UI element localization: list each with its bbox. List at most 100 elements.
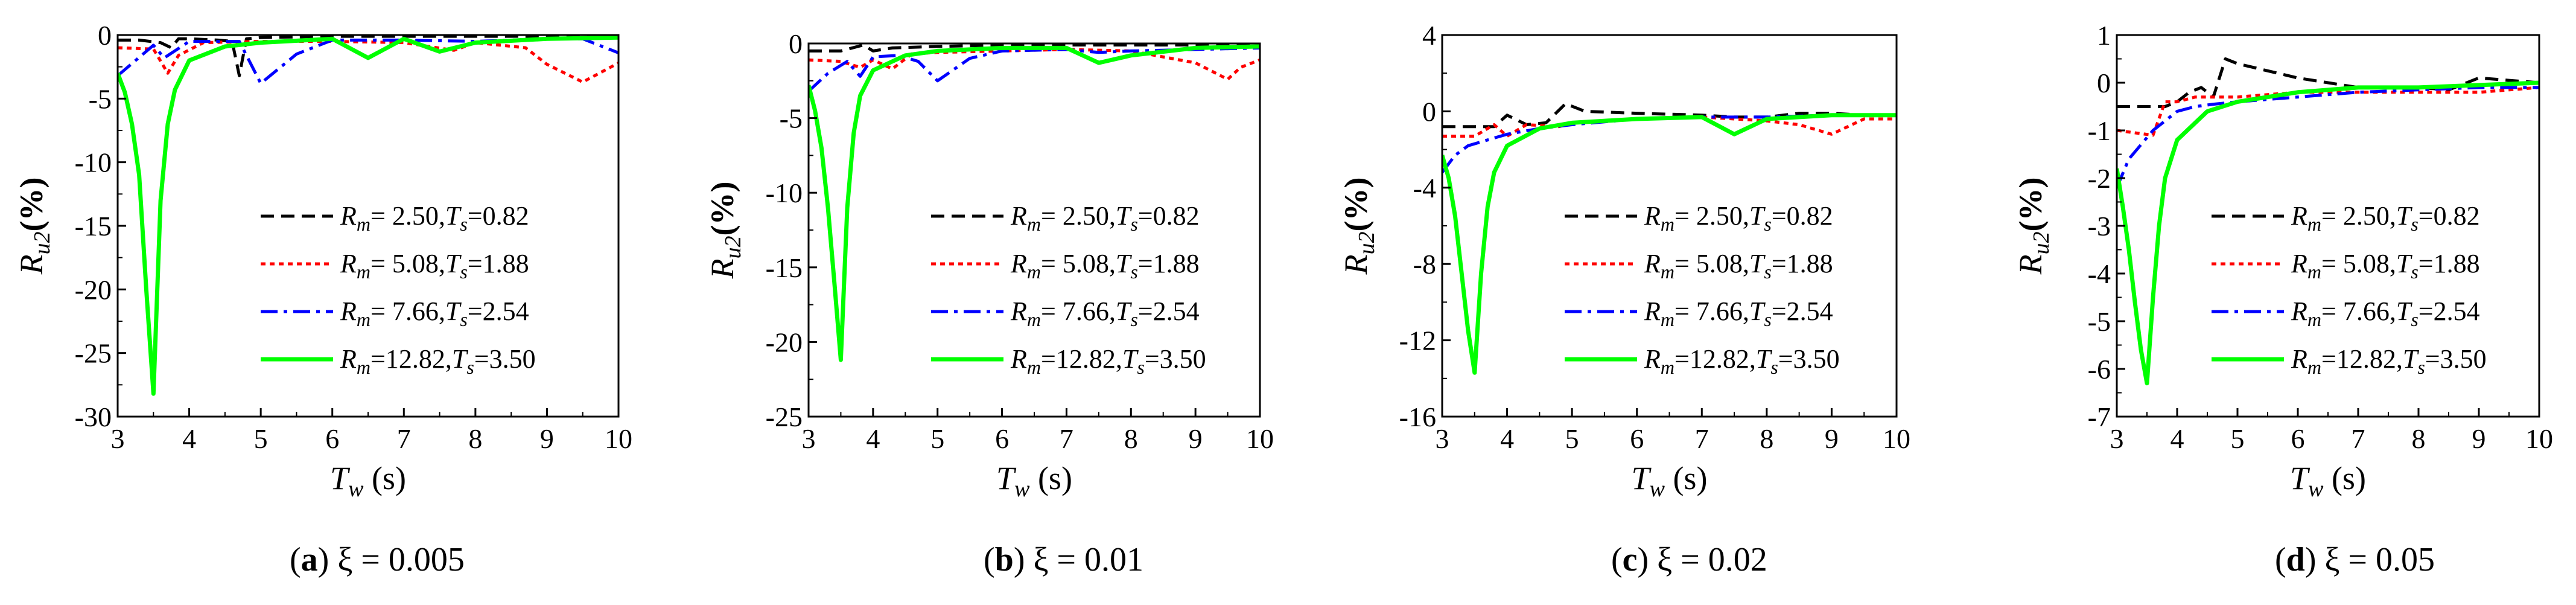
x-tick-label: 6 <box>2291 423 2305 454</box>
series-line-1 <box>1442 102 1897 129</box>
y-tick-label: 0 <box>98 20 112 51</box>
x-tick-label: 8 <box>2412 423 2426 454</box>
y-tick-label: -6 <box>2088 354 2111 385</box>
series-line-4 <box>118 35 619 396</box>
y-tick-label: 0 <box>1422 96 1436 127</box>
x-tick-label: 3 <box>111 423 125 454</box>
y-axis-label: Ru2(%) <box>13 178 55 275</box>
legend-label-3: Rm= 7.66,Ts=2.54 <box>2291 296 2480 330</box>
legend-label-3: Rm= 7.66,Ts=2.54 <box>340 296 529 330</box>
x-tick-label: 10 <box>2525 423 2553 454</box>
x-tick-label: 6 <box>1630 423 1644 454</box>
legend: Rm= 2.50,Ts=0.82 Rm= 5.08,Ts=1.88 Rm= 7.66… <box>2212 201 2487 378</box>
y-tick-label: -5 <box>89 83 112 114</box>
chart-panel-c: 3 4 5 6 7 8 9 10 4 0 -4 -8 -12 -16 Tw (s) Ru2(%) Rm= 2.5… <box>1338 20 1910 578</box>
y-tick-label: 0 <box>789 28 803 59</box>
y-tick-label: 1 <box>2097 20 2111 51</box>
panel-caption: (d) ξ = 0.05 <box>2275 541 2435 578</box>
x-tick-label: 3 <box>2110 423 2124 454</box>
y-tick-label: -16 <box>1399 402 1436 432</box>
legend: Rm= 2.50,Ts=0.82 Rm= 5.08,Ts=1.88 Rm= 7.66… <box>931 201 1206 378</box>
y-tick-label: -3 <box>2088 211 2111 242</box>
y-tick-label: -20 <box>766 327 803 357</box>
x-tick-label: 4 <box>2171 423 2184 454</box>
x-tick-label: 5 <box>1565 423 1579 454</box>
x-tick-label: 7 <box>397 423 411 454</box>
series-line-3 <box>2117 86 2539 188</box>
y-tick-label: 4 <box>1422 20 1436 51</box>
x-tick-label: 10 <box>605 423 632 454</box>
x-tick-label: 10 <box>1246 423 1274 454</box>
y-tick-label: -30 <box>75 402 112 432</box>
legend-label-4: Rm=12.82,Ts=3.50 <box>1644 344 1840 378</box>
series-line-2 <box>2117 86 2539 137</box>
x-axis-label: Tw (s) <box>996 460 1072 502</box>
chart-panel-b: 3 4 5 6 7 8 9 10 0 -5 -10 -15 -20 -25 Tw (s) Ru2(%) Rm= … <box>704 28 1274 578</box>
x-tick-label: 10 <box>1883 423 1910 454</box>
series-line-4 <box>2117 80 2539 386</box>
series-line-4 <box>809 44 1260 362</box>
x-tick-label: 7 <box>1060 423 1073 454</box>
x-tick-label: 5 <box>930 423 944 454</box>
legend-label-1: Rm= 2.50,Ts=0.82 <box>2291 201 2480 235</box>
x-tick-label: 8 <box>468 423 482 454</box>
x-tick-label: 3 <box>802 423 816 454</box>
y-tick-label: -25 <box>766 402 803 432</box>
series-line-4 <box>1442 113 1897 375</box>
legend-label-4: Rm=12.82,Ts=3.50 <box>340 344 536 378</box>
y-tick-label: -4 <box>2088 258 2111 289</box>
series-line-3 <box>809 46 1260 92</box>
y-axis-label: Ru2(%) <box>704 182 746 280</box>
y-tick-label: -5 <box>780 103 803 134</box>
y-tick-label: -4 <box>1413 173 1436 203</box>
x-tick-label: 9 <box>1825 423 1839 454</box>
x-tick-label: 5 <box>2231 423 2245 454</box>
y-tick-label: -10 <box>75 147 112 178</box>
y-tick-label: 0 <box>2097 68 2111 98</box>
x-tick-label: 4 <box>866 423 880 454</box>
x-tick-label: 7 <box>1695 423 1709 454</box>
panel-caption: (a) ξ = 0.005 <box>290 541 465 578</box>
series-line-1 <box>2117 57 2539 108</box>
x-axis-label: Tw (s) <box>1632 460 1708 502</box>
legend-label-4: Rm=12.82,Ts=3.50 <box>1010 344 1206 378</box>
x-tick-label: 8 <box>1124 423 1138 454</box>
series-line-1 <box>118 34 619 77</box>
legend-label-2: Rm= 5.08,Ts=1.88 <box>1010 249 1200 283</box>
legend: Rm= 2.50,Ts=0.82 Rm= 5.08,Ts=1.88 Rm= 7.66… <box>1565 201 1840 378</box>
x-axis-label: Tw (s) <box>330 460 406 502</box>
y-axis-label: Ru2(%) <box>1338 178 1379 275</box>
x-tick-label: 8 <box>1760 423 1773 454</box>
y-tick-label: -2 <box>2088 163 2111 194</box>
legend-label-2: Rm= 5.08,Ts=1.88 <box>340 249 529 283</box>
y-tick-label: -15 <box>766 252 803 283</box>
legend-label-2: Rm= 5.08,Ts=1.88 <box>1644 249 1833 283</box>
y-axis-label: Ru2(%) <box>2012 178 2054 275</box>
x-axis-label: Tw (s) <box>2290 460 2366 502</box>
x-tick-label: 5 <box>254 423 268 454</box>
y-tick-label: -5 <box>2088 306 2111 337</box>
y-tick-label: -15 <box>75 211 112 242</box>
x-tick-label: 4 <box>182 423 196 454</box>
x-tick-label: 4 <box>1500 423 1514 454</box>
series-line-2 <box>809 48 1260 81</box>
y-tick-label: -7 <box>2088 402 2111 432</box>
legend-label-1: Rm= 2.50,Ts=0.82 <box>1010 201 1200 235</box>
y-tick-label: -25 <box>75 338 112 369</box>
x-tick-label: 7 <box>2352 423 2365 454</box>
series-line-2 <box>118 40 619 84</box>
y-tick-label: -12 <box>1399 325 1436 356</box>
panel-caption: (b) ξ = 0.01 <box>984 541 1143 578</box>
legend-label-2: Rm= 5.08,Ts=1.88 <box>2291 249 2480 283</box>
legend: Rm= 2.50,Ts=0.82 Rm= 5.08,Ts=1.88 Rm= 7.66… <box>261 201 536 378</box>
x-tick-label: 9 <box>540 423 554 454</box>
x-tick-label: 9 <box>1189 423 1203 454</box>
legend-label-4: Rm=12.82,Ts=3.50 <box>2291 344 2487 378</box>
x-tick-label: 9 <box>2472 423 2486 454</box>
series-line-1 <box>809 43 1260 53</box>
y-tick-label: -8 <box>1413 249 1436 280</box>
y-tick-label: -1 <box>2088 115 2111 146</box>
x-tick-label: 6 <box>995 423 1009 454</box>
legend-label-3: Rm= 7.66,Ts=2.54 <box>1644 296 1833 330</box>
